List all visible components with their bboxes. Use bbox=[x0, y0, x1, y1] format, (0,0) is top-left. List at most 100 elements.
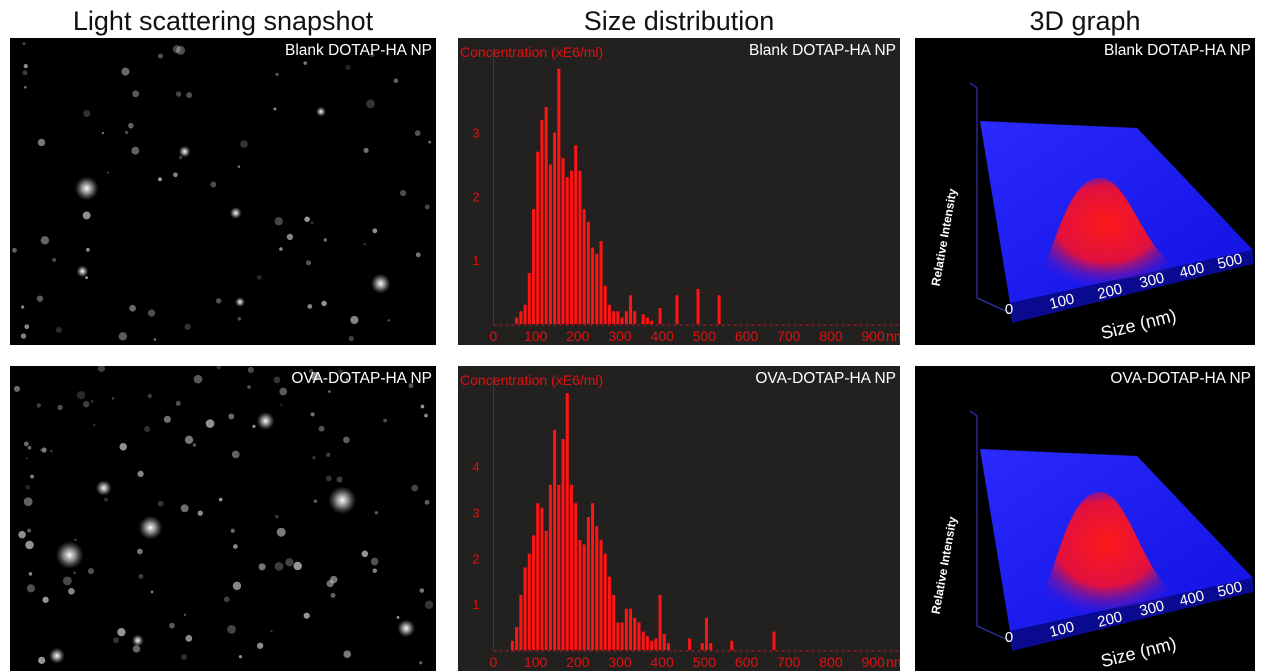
particle-spot bbox=[104, 497, 109, 502]
x-tick-label: 200 bbox=[566, 654, 590, 670]
histogram-bar bbox=[553, 132, 557, 324]
x-tick-label: 0 bbox=[1005, 629, 1013, 646]
surface-front-edge bbox=[1010, 578, 1253, 651]
light-scattering-image bbox=[12, 42, 432, 342]
size-distribution-chart: 0 100 200 300 400 500 600 700 800 900 nm 1 2 3 bbox=[472, 48, 900, 344]
histogram-bar bbox=[569, 484, 574, 650]
particle-spot bbox=[350, 315, 359, 325]
particle-spot bbox=[132, 90, 140, 98]
x-tick-label: 200 bbox=[1096, 608, 1124, 631]
histogram-bar bbox=[548, 484, 552, 650]
histogram-bar bbox=[641, 314, 645, 324]
bright-particle bbox=[315, 106, 326, 117]
x-tick-label: 700 bbox=[777, 654, 801, 670]
x-tick-label: 500 bbox=[1216, 578, 1244, 601]
particle-spot bbox=[101, 131, 104, 135]
particle-spot bbox=[374, 511, 379, 515]
x-unit-label: nm bbox=[886, 328, 900, 344]
bright-particle bbox=[178, 145, 191, 158]
particle-spot bbox=[184, 323, 191, 330]
particle-spot bbox=[279, 387, 288, 396]
graph3d-panel-ova: Relative Intensity 0 100 200 300 400 500 Size (… bbox=[915, 366, 1255, 671]
histogram-bar bbox=[709, 643, 713, 650]
particle-spot bbox=[113, 637, 119, 644]
histogram-bar bbox=[607, 304, 611, 324]
histogram-bar bbox=[540, 507, 544, 650]
x-tick-label: 100 bbox=[1048, 290, 1076, 313]
particle-spot bbox=[28, 572, 33, 576]
particle-spot bbox=[169, 622, 175, 629]
particle-spot bbox=[138, 573, 144, 579]
particle-spot bbox=[55, 326, 62, 333]
particle-spot bbox=[117, 627, 126, 637]
particle-spot bbox=[424, 413, 428, 418]
x-tick-label: 0 bbox=[1005, 301, 1013, 318]
particle-spot bbox=[38, 656, 46, 664]
particle-spot bbox=[132, 645, 141, 653]
particle-spot bbox=[326, 452, 331, 457]
sample-label: Blank DOTAP-HA NP bbox=[748, 42, 896, 59]
particle-spot bbox=[68, 587, 75, 595]
particle-spot bbox=[328, 390, 331, 393]
histogram-bar bbox=[730, 640, 734, 650]
z-axis-line bbox=[969, 410, 1011, 642]
particle-spot bbox=[124, 130, 129, 134]
particle-spot bbox=[247, 385, 251, 389]
histogram-bar bbox=[607, 576, 611, 650]
particle-spot bbox=[285, 558, 294, 567]
particle-spot bbox=[256, 642, 264, 649]
particle-spot bbox=[25, 485, 30, 490]
histogram-bar bbox=[527, 272, 531, 324]
particle-spot bbox=[186, 92, 193, 99]
histogram-bar bbox=[582, 544, 586, 650]
y-tick-label: 2 bbox=[472, 551, 479, 566]
particle-spot bbox=[270, 629, 273, 633]
particle-spot bbox=[424, 499, 430, 505]
particle-spot bbox=[303, 61, 308, 65]
x-tick-label: 600 bbox=[735, 654, 759, 670]
bright-particle bbox=[131, 634, 144, 647]
particle-spot bbox=[176, 45, 186, 55]
particle-spot bbox=[23, 441, 29, 447]
particle-spot bbox=[256, 274, 262, 280]
histogram-bar bbox=[565, 393, 569, 650]
histogram-bar bbox=[633, 311, 637, 324]
particle-spot bbox=[370, 557, 379, 566]
histogram-bar bbox=[675, 295, 679, 324]
particle-spot bbox=[62, 576, 72, 586]
histogram-bar bbox=[700, 643, 704, 650]
particle-spot bbox=[157, 177, 162, 182]
histogram-bar bbox=[591, 503, 595, 650]
histogram-bar bbox=[666, 643, 671, 650]
particle-spot bbox=[336, 476, 343, 483]
bright-particle bbox=[229, 206, 242, 219]
particle-spot bbox=[396, 616, 400, 619]
histogram-bar bbox=[599, 241, 603, 324]
particle-spot bbox=[238, 655, 243, 659]
particle-spot bbox=[307, 304, 313, 309]
particle-spot bbox=[20, 305, 25, 309]
sample-label: OVA-DOTAP-HA NP bbox=[291, 370, 432, 387]
sample-label: OVA-DOTAP-HA NP bbox=[755, 370, 896, 387]
particle-spot bbox=[305, 260, 312, 266]
particle-spot bbox=[97, 366, 106, 372]
particle-spot bbox=[13, 385, 21, 392]
particle-spot bbox=[158, 53, 164, 59]
particle-spot bbox=[399, 189, 407, 197]
histogram-bar bbox=[645, 317, 649, 324]
bright-particle bbox=[256, 411, 275, 430]
histogram-bar bbox=[515, 317, 519, 324]
x-unit-label: nm bbox=[886, 654, 900, 670]
particle-spot bbox=[387, 319, 391, 322]
particle-spot bbox=[293, 561, 302, 571]
particle-spot bbox=[411, 484, 419, 492]
histogram-bar bbox=[633, 617, 637, 650]
particle-spot bbox=[41, 447, 47, 453]
particle-spot bbox=[233, 544, 238, 549]
histogram-bar bbox=[612, 311, 616, 324]
y-tick-label: 3 bbox=[472, 505, 479, 520]
z-axis-label: Relative Intensity bbox=[929, 515, 960, 615]
histogram-bar bbox=[536, 151, 540, 324]
particle-spot bbox=[181, 653, 188, 660]
histogram-bar bbox=[662, 633, 666, 650]
